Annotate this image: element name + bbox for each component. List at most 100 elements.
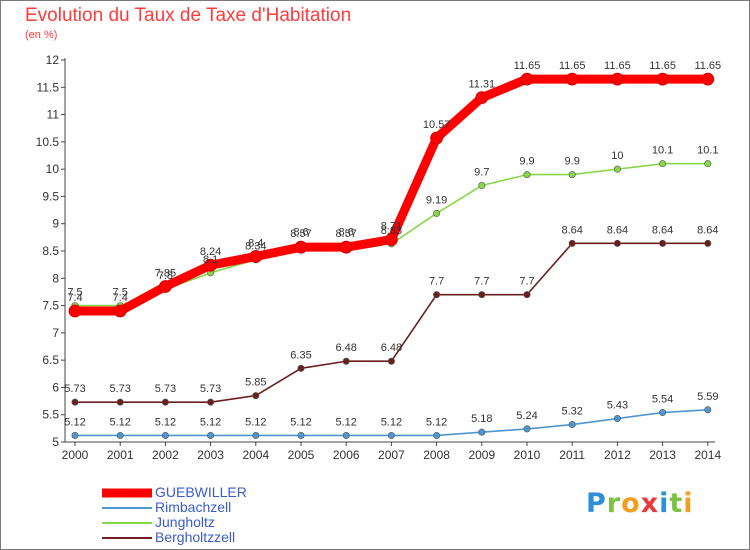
data-point <box>116 431 124 439</box>
logo-letter: i <box>659 488 670 519</box>
data-point <box>659 239 667 247</box>
data-point <box>568 171 576 179</box>
x-tick-label: 2013 <box>649 448 676 462</box>
x-tick-label: 2007 <box>378 448 405 462</box>
data-label: 8.24 <box>200 246 221 258</box>
data-label: 5.73 <box>200 383 221 395</box>
data-label: 7.4 <box>113 292 128 304</box>
data-point <box>704 239 712 247</box>
proxiti-logo: Proxiti <box>586 488 694 519</box>
data-label: 8.63 <box>381 225 402 237</box>
x-tick-label: 2000 <box>62 448 89 462</box>
data-label: 8.4 <box>248 237 263 249</box>
data-point <box>701 72 715 86</box>
y-tick-label: 10 <box>46 162 60 176</box>
data-point <box>568 239 576 247</box>
data-point <box>71 431 79 439</box>
data-label: 5.12 <box>64 416 85 428</box>
y-tick-label: 11 <box>47 108 60 122</box>
data-label: 6.48 <box>381 342 402 354</box>
data-point <box>613 165 621 173</box>
data-label: 8.64 <box>607 224 628 236</box>
data-point <box>204 258 218 272</box>
x-tick-label: 2012 <box>604 448 631 462</box>
data-label: 11.65 <box>604 60 631 72</box>
legend-label: GUEBWILLER <box>155 484 247 500</box>
data-point <box>339 240 353 254</box>
data-label: 9.9 <box>519 156 534 168</box>
logo-letter: o <box>621 488 641 519</box>
x-tick-label: 2001 <box>107 448 134 462</box>
data-point <box>656 72 669 86</box>
data-label: 5.73 <box>155 383 176 395</box>
data-label: 8.64 <box>697 224 718 236</box>
data-point <box>613 239 621 247</box>
data-point <box>433 209 441 217</box>
data-label: 6.48 <box>335 342 356 354</box>
data-point <box>613 415 621 423</box>
x-tick-label: 2014 <box>694 448 721 462</box>
data-point <box>297 431 305 439</box>
logo-letter: t <box>669 488 684 519</box>
x-tick-label: 2005 <box>288 448 315 462</box>
data-label: 7.5 <box>67 287 82 299</box>
data-point <box>565 72 579 86</box>
x-tick-label: 2011 <box>559 448 585 462</box>
data-label: 5.12 <box>290 416 311 428</box>
data-label: 5.32 <box>561 406 582 418</box>
data-point <box>568 421 576 429</box>
data-label: 7.7 <box>519 276 534 288</box>
data-label: 7.5 <box>113 287 128 299</box>
x-tick-label: 2002 <box>152 448 179 462</box>
y-tick-label: 8 <box>52 271 59 285</box>
data-label: 11.65 <box>514 60 541 72</box>
data-point <box>659 409 667 417</box>
data-point <box>523 291 531 299</box>
data-label: 7.7 <box>429 276 444 288</box>
data-label: 8.64 <box>652 224 673 236</box>
x-tick-label: 2004 <box>242 448 269 462</box>
data-label: 5.12 <box>335 416 356 428</box>
x-tick-label: 2003 <box>197 448 224 462</box>
data-label: 9.7 <box>474 167 489 179</box>
y-tick-label: 9.5 <box>42 189 59 203</box>
logo-letter: i <box>683 488 694 519</box>
data-point <box>478 428 486 436</box>
data-label: 5.73 <box>64 383 85 395</box>
x-tick-label: 2010 <box>514 448 541 462</box>
data-label: 5.24 <box>516 410 537 422</box>
legend-label: Jungholtz <box>155 514 215 530</box>
legend-label: Bergholtzzell <box>155 529 236 545</box>
y-tick-label: 12 <box>46 53 60 67</box>
data-point <box>161 398 169 406</box>
y-tick-label: 6.5 <box>42 353 59 367</box>
data-label: 10 <box>611 150 623 162</box>
y-tick-label: 11.5 <box>37 80 60 94</box>
data-point <box>611 72 624 86</box>
data-label: 8.1 <box>203 254 218 266</box>
data-point <box>158 280 172 293</box>
data-point <box>433 291 441 299</box>
data-point <box>520 72 534 86</box>
data-point <box>478 182 486 190</box>
y-tick-label: 10.5 <box>36 135 60 149</box>
data-label: 8.34 <box>245 241 266 253</box>
data-point <box>387 357 395 365</box>
data-label: 11.65 <box>559 60 586 72</box>
data-point <box>523 171 531 179</box>
data-label: 5.43 <box>607 400 628 412</box>
data-label: 10.1 <box>697 145 718 157</box>
data-label: 7.85 <box>155 267 176 279</box>
data-point <box>207 431 215 439</box>
data-label: 9.19 <box>426 194 447 206</box>
data-point <box>71 398 79 406</box>
data-point <box>113 304 127 318</box>
data-label: 5.12 <box>200 416 221 428</box>
chart-title: Evolution du Taux de Taxe d'Habitation <box>25 5 352 26</box>
data-label: 5.12 <box>426 416 447 428</box>
data-label: 7.8 <box>158 270 173 282</box>
legend-label: Rimbachzell <box>155 499 232 515</box>
data-point <box>523 425 531 433</box>
y-tick-label: 6 <box>52 380 59 394</box>
data-label: 5.18 <box>471 413 492 425</box>
